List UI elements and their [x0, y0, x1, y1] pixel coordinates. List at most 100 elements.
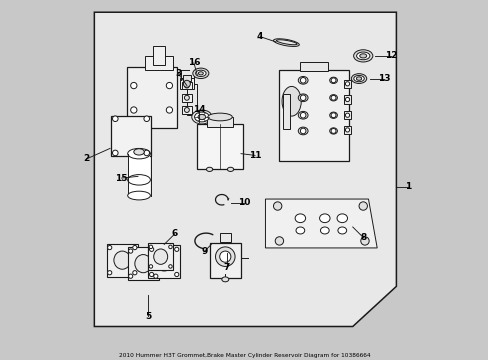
Circle shape [168, 265, 172, 268]
Circle shape [275, 237, 283, 245]
Circle shape [219, 251, 230, 262]
Text: 7: 7 [224, 263, 230, 272]
Ellipse shape [227, 167, 233, 171]
Text: 14: 14 [192, 105, 205, 114]
Circle shape [330, 129, 335, 134]
Circle shape [112, 116, 118, 122]
Bar [279, 70, 348, 161]
Ellipse shape [198, 72, 203, 75]
Text: 10: 10 [238, 198, 250, 207]
Circle shape [215, 247, 235, 266]
Ellipse shape [351, 74, 366, 84]
Ellipse shape [329, 95, 337, 101]
Bar [106, 244, 138, 277]
Bar [300, 62, 327, 71]
Bar [182, 94, 191, 102]
Circle shape [300, 95, 305, 100]
Circle shape [358, 202, 366, 210]
Circle shape [273, 202, 281, 210]
Polygon shape [265, 199, 376, 248]
Circle shape [300, 112, 305, 118]
Ellipse shape [153, 249, 167, 264]
Circle shape [345, 82, 349, 86]
Bar [283, 94, 289, 129]
Polygon shape [94, 12, 396, 327]
Circle shape [149, 247, 153, 251]
Ellipse shape [207, 113, 232, 121]
Circle shape [153, 274, 158, 278]
Bar [344, 111, 350, 120]
Circle shape [149, 273, 153, 276]
Bar [182, 75, 191, 81]
Bar [206, 117, 233, 127]
Ellipse shape [356, 77, 361, 80]
Ellipse shape [192, 68, 208, 78]
Ellipse shape [195, 70, 205, 76]
Circle shape [143, 150, 149, 156]
Ellipse shape [337, 227, 346, 234]
Ellipse shape [320, 227, 328, 234]
Ellipse shape [134, 149, 144, 155]
Ellipse shape [353, 76, 364, 82]
Circle shape [153, 249, 158, 253]
Text: 12: 12 [384, 51, 397, 60]
Text: 2010 Hummer H3T Grommet,Brake Master Cylinder Reservoir Diagram for 10386664: 2010 Hummer H3T Grommet,Brake Master Cyl… [119, 353, 369, 358]
Ellipse shape [329, 112, 337, 118]
Ellipse shape [295, 214, 305, 222]
Circle shape [166, 82, 172, 89]
Circle shape [128, 274, 132, 278]
Circle shape [168, 245, 172, 249]
Circle shape [184, 108, 189, 112]
Ellipse shape [356, 52, 369, 60]
Ellipse shape [273, 39, 299, 46]
Text: 11: 11 [248, 151, 261, 160]
Circle shape [300, 128, 305, 134]
Bar [344, 126, 350, 134]
Ellipse shape [298, 111, 307, 119]
Circle shape [300, 77, 305, 83]
Circle shape [107, 271, 112, 275]
Circle shape [166, 107, 172, 113]
Circle shape [132, 271, 137, 275]
Bar [127, 247, 159, 280]
Text: 15: 15 [115, 174, 127, 183]
Ellipse shape [127, 148, 150, 159]
Circle shape [149, 245, 152, 249]
Circle shape [345, 128, 349, 132]
Text: 6: 6 [171, 229, 178, 238]
Ellipse shape [353, 50, 372, 62]
Ellipse shape [127, 175, 150, 185]
Bar [180, 78, 193, 89]
Bar [220, 233, 230, 242]
Circle shape [130, 82, 137, 89]
Ellipse shape [359, 54, 366, 58]
Bar [126, 67, 177, 128]
Bar [144, 56, 173, 70]
Ellipse shape [114, 251, 130, 269]
Ellipse shape [295, 227, 304, 234]
Ellipse shape [191, 110, 212, 124]
Text: 4: 4 [257, 32, 263, 41]
Circle shape [183, 80, 190, 87]
Bar [127, 178, 150, 195]
Circle shape [184, 95, 189, 100]
Bar [344, 95, 350, 104]
Text: 9: 9 [201, 247, 207, 256]
Bar [127, 154, 150, 180]
Ellipse shape [298, 94, 307, 102]
Bar [148, 245, 180, 279]
Bar [182, 82, 191, 89]
Ellipse shape [329, 77, 337, 84]
Ellipse shape [282, 86, 301, 116]
Circle shape [149, 265, 152, 268]
Bar [148, 243, 173, 270]
Bar [111, 116, 151, 156]
Bar [344, 80, 350, 88]
Text: 13: 13 [377, 74, 389, 83]
Circle shape [174, 247, 179, 251]
Circle shape [130, 107, 137, 113]
Text: 16: 16 [187, 58, 200, 67]
Ellipse shape [329, 128, 337, 134]
Circle shape [360, 237, 368, 245]
Text: 2: 2 [83, 154, 90, 163]
